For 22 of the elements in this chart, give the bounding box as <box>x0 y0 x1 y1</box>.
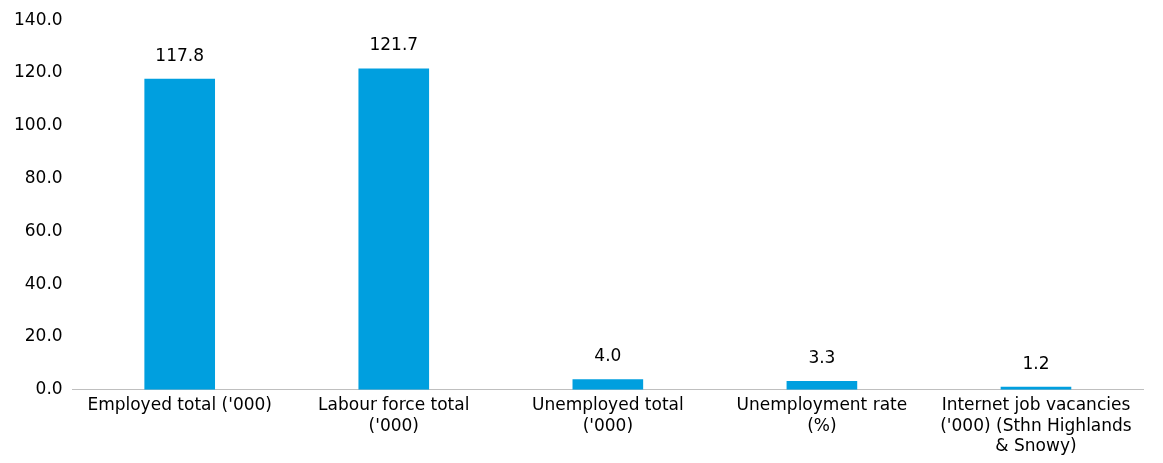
x-tick-label: Labour force total ('000) <box>318 394 470 435</box>
x-tick-label: Unemployment rate (%) <box>736 394 908 435</box>
data-label: 121.7 <box>369 34 419 55</box>
y-tick-label: 40.0 <box>24 272 63 293</box>
data-label: 4.0 <box>594 345 622 366</box>
x-tick-label: Unemployed total ('000) <box>531 394 684 435</box>
bar <box>786 381 858 390</box>
data-label: 1.2 <box>1022 352 1050 373</box>
x-tick-label: Internet job vacancies ('000) (Sthn Highlands & Snowy) <box>940 394 1132 456</box>
y-tick-label: 120.0 <box>14 61 63 82</box>
bar <box>572 379 644 390</box>
y-tick-label: 100.0 <box>14 114 63 135</box>
y-tick-label: 20.0 <box>24 325 63 346</box>
y-tick-label: 60.0 <box>24 219 63 240</box>
y-tick-label: 140.0 <box>14 8 63 29</box>
y-tick-label: 80.0 <box>24 167 63 188</box>
y-tick-label: 0.0 <box>35 378 63 399</box>
data-label: 117.8 <box>155 44 205 65</box>
bar <box>144 78 216 390</box>
bar <box>358 68 430 390</box>
x-tick-label: Employed total ('000) <box>87 394 272 415</box>
data-label: 3.3 <box>808 347 836 368</box>
